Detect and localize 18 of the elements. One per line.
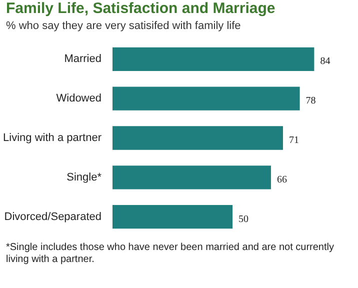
bar [112,48,314,72]
bar [112,205,233,229]
bar [112,166,271,190]
y-tick-label: Divorced/Separated [4,210,102,223]
chart-subtitle: % who say they are very satisifed with family life [6,20,241,34]
bar [112,126,283,150]
chart-title: Family Life, Satisfaction and Marriage [6,0,276,18]
data-label: 71 [288,135,299,146]
y-tick-label: Single* [66,172,102,184]
data-label: 66 [276,174,287,186]
y-tick-label: Widowed [56,92,102,105]
data-label: 78 [306,96,316,107]
y-tick-label: Married [64,53,102,66]
bar [112,86,300,111]
data-label: 84 [320,56,330,68]
data-label: 50 [238,214,249,225]
y-tick-label: Living with a partner [3,132,102,144]
text: *Single includes those who have never been married and are not currently living with a partner. [6,242,335,266]
